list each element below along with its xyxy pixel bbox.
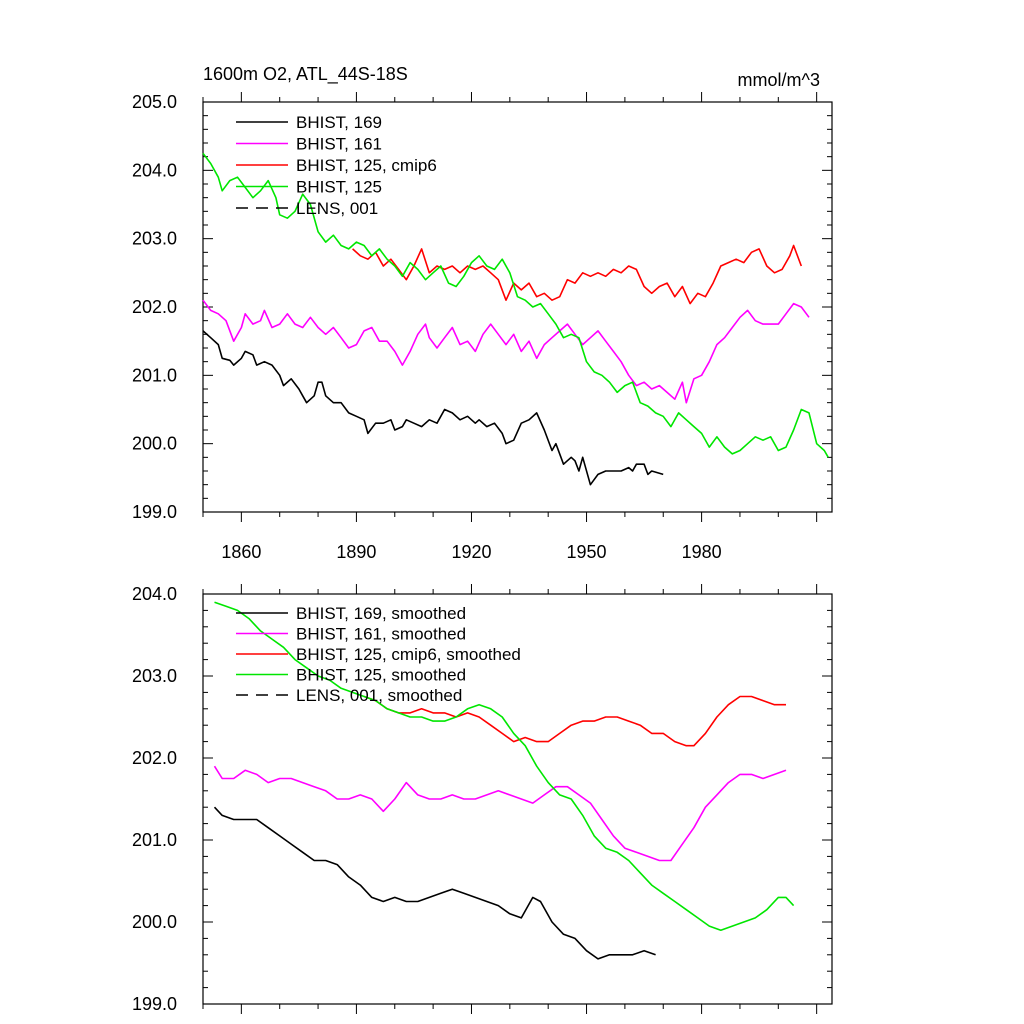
chart-panel-2: 199.0 200.0 201.0 202.0 203.0 204.0 BHIST, 169… bbox=[132, 584, 833, 1014]
y-tick-label: 203.0 bbox=[132, 229, 177, 249]
legend-label: LENS, 001 bbox=[296, 199, 378, 218]
y-tick-label: 202.0 bbox=[132, 297, 177, 317]
legend-label: BHIST, 161 bbox=[296, 135, 382, 154]
legend-label: BHIST, 161, smoothed bbox=[296, 625, 466, 644]
chart-units: mmol/m^3 bbox=[738, 70, 820, 90]
series-line-4 bbox=[214, 601, 795, 932]
legend-label: BHIST, 169, smoothed bbox=[296, 604, 466, 623]
series-line-3 bbox=[352, 244, 803, 305]
y-tick-label: 199.0 bbox=[132, 502, 177, 522]
legend-label: BHIST, 125 bbox=[296, 178, 382, 197]
x-tick-label: 1860 bbox=[221, 542, 261, 562]
y-tick-label: 204.0 bbox=[132, 160, 177, 180]
series-line-1 bbox=[202, 330, 664, 486]
y-tick-label: 200.0 bbox=[132, 434, 177, 454]
plot-frame bbox=[202, 593, 833, 1005]
legend-label: LENS, 001, smoothed bbox=[296, 686, 462, 705]
x-tick-label: 1950 bbox=[567, 542, 607, 562]
series-line-2 bbox=[202, 299, 810, 404]
legend-label: BHIST, 169 bbox=[296, 113, 382, 132]
y-tick-label: 203.0 bbox=[132, 666, 177, 686]
y-tick-label: 201.0 bbox=[132, 365, 177, 385]
x-tick-label: 1920 bbox=[451, 542, 491, 562]
legend-label: BHIST, 125, smoothed bbox=[296, 666, 466, 685]
series-line-3 bbox=[363, 695, 786, 747]
y-tick-label: 204.0 bbox=[132, 584, 177, 604]
legend-label: BHIST, 125, cmip6 bbox=[296, 156, 437, 175]
series-line-2 bbox=[213, 765, 787, 862]
x-tick-label: 1980 bbox=[682, 542, 722, 562]
legend-label: BHIST, 125, cmip6, smoothed bbox=[296, 645, 521, 664]
y-tick-label: 205.0 bbox=[132, 92, 177, 112]
y-tick-label: 202.0 bbox=[132, 748, 177, 768]
chart-panel-1: 199.0 200.0 201.0 202.0 203.0 204.0 205.0 1860 1… bbox=[132, 92, 833, 562]
x-tick-label: 1890 bbox=[336, 542, 376, 562]
series-line-4 bbox=[202, 152, 829, 458]
chart-title: 1600m O2, ATL_44S-18S bbox=[203, 64, 408, 85]
y-tick-label: 201.0 bbox=[132, 830, 177, 850]
y-tick-label: 199.0 bbox=[132, 994, 177, 1014]
y-tick-label: 200.0 bbox=[132, 912, 177, 932]
series-line-1 bbox=[213, 806, 656, 960]
